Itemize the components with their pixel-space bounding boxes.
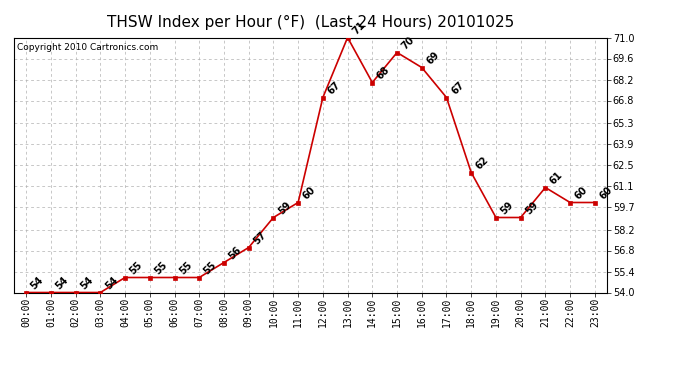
Text: 71: 71 <box>351 20 367 37</box>
Text: 55: 55 <box>152 260 169 277</box>
Text: 60: 60 <box>573 185 589 202</box>
Text: 67: 67 <box>449 80 466 97</box>
Text: 70: 70 <box>400 35 417 52</box>
Text: 62: 62 <box>474 155 491 172</box>
Text: 60: 60 <box>301 185 317 202</box>
Text: 54: 54 <box>29 275 46 292</box>
Text: 60: 60 <box>598 185 614 202</box>
Text: 68: 68 <box>375 65 392 82</box>
Text: 67: 67 <box>326 80 342 97</box>
Text: 54: 54 <box>79 275 95 292</box>
Text: 59: 59 <box>524 200 540 217</box>
Text: 57: 57 <box>251 230 268 247</box>
Text: 61: 61 <box>548 170 565 187</box>
Text: 55: 55 <box>177 260 194 277</box>
Text: 59: 59 <box>499 200 515 217</box>
Text: THSW Index per Hour (°F)  (Last 24 Hours) 20101025: THSW Index per Hour (°F) (Last 24 Hours)… <box>107 15 514 30</box>
Text: Copyright 2010 Cartronics.com: Copyright 2010 Cartronics.com <box>17 43 158 52</box>
Text: 56: 56 <box>227 245 244 262</box>
Text: 55: 55 <box>202 260 219 277</box>
Text: 69: 69 <box>424 50 441 67</box>
Text: 59: 59 <box>276 200 293 217</box>
Text: 54: 54 <box>54 275 70 292</box>
Text: 55: 55 <box>128 260 144 277</box>
Text: 54: 54 <box>103 275 120 292</box>
